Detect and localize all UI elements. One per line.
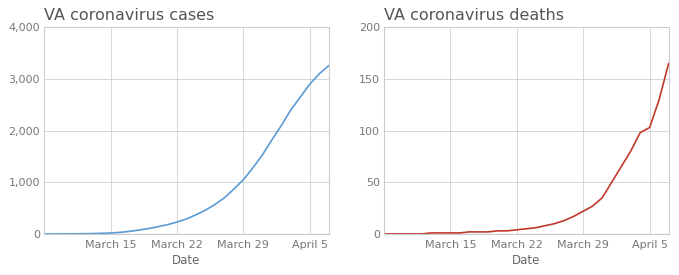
Text: VA coronavirus cases: VA coronavirus cases: [44, 8, 215, 23]
X-axis label: Date: Date: [512, 254, 540, 267]
X-axis label: Date: Date: [172, 254, 201, 267]
Text: VA coronavirus deaths: VA coronavirus deaths: [384, 8, 564, 23]
